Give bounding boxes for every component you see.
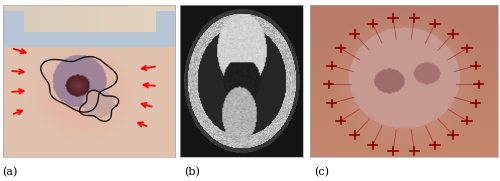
Text: (b): (b) — [184, 167, 200, 177]
Text: (c): (c) — [314, 167, 329, 177]
Text: (a): (a) — [2, 167, 18, 177]
